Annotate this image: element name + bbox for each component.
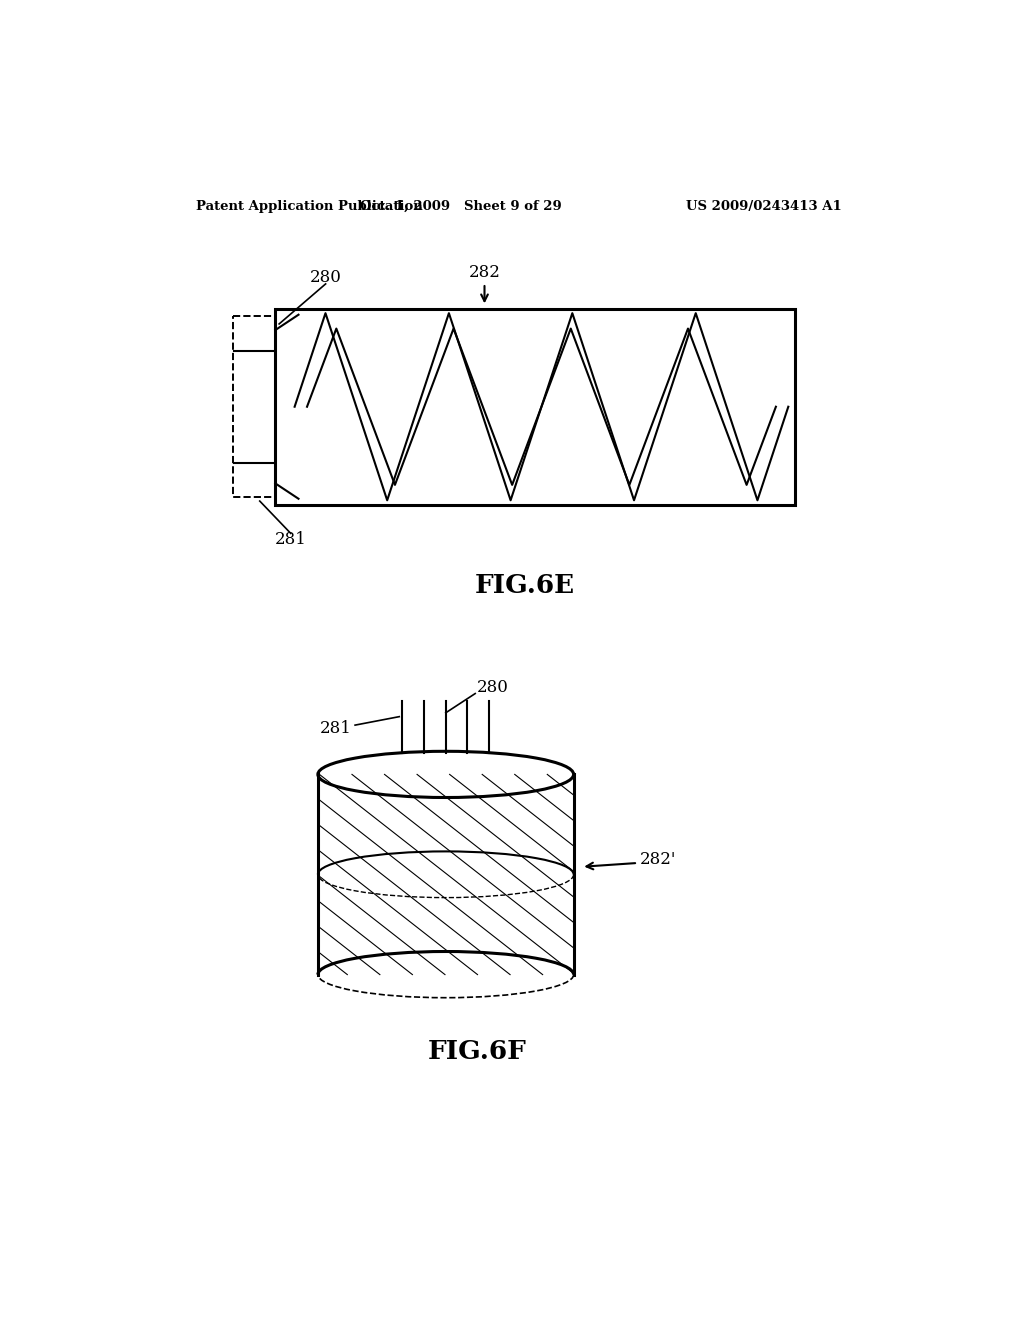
Text: 282': 282' [640, 850, 676, 867]
Text: Oct. 1, 2009   Sheet 9 of 29: Oct. 1, 2009 Sheet 9 of 29 [360, 199, 562, 213]
Text: FIG.6E: FIG.6E [475, 573, 574, 598]
Bar [232, 317, 275, 498]
Text: 282: 282 [469, 264, 501, 281]
Text: 281: 281 [274, 531, 306, 548]
Text: FIG.6F: FIG.6F [427, 1039, 526, 1064]
Text: 280: 280 [477, 678, 509, 696]
Text: 281: 281 [321, 719, 352, 737]
Text: US 2009/0243413 A1: US 2009/0243413 A1 [686, 199, 842, 213]
Text: 280: 280 [309, 269, 342, 286]
Text: Patent Application Publication: Patent Application Publication [197, 199, 423, 213]
Bar [275, 309, 795, 506]
